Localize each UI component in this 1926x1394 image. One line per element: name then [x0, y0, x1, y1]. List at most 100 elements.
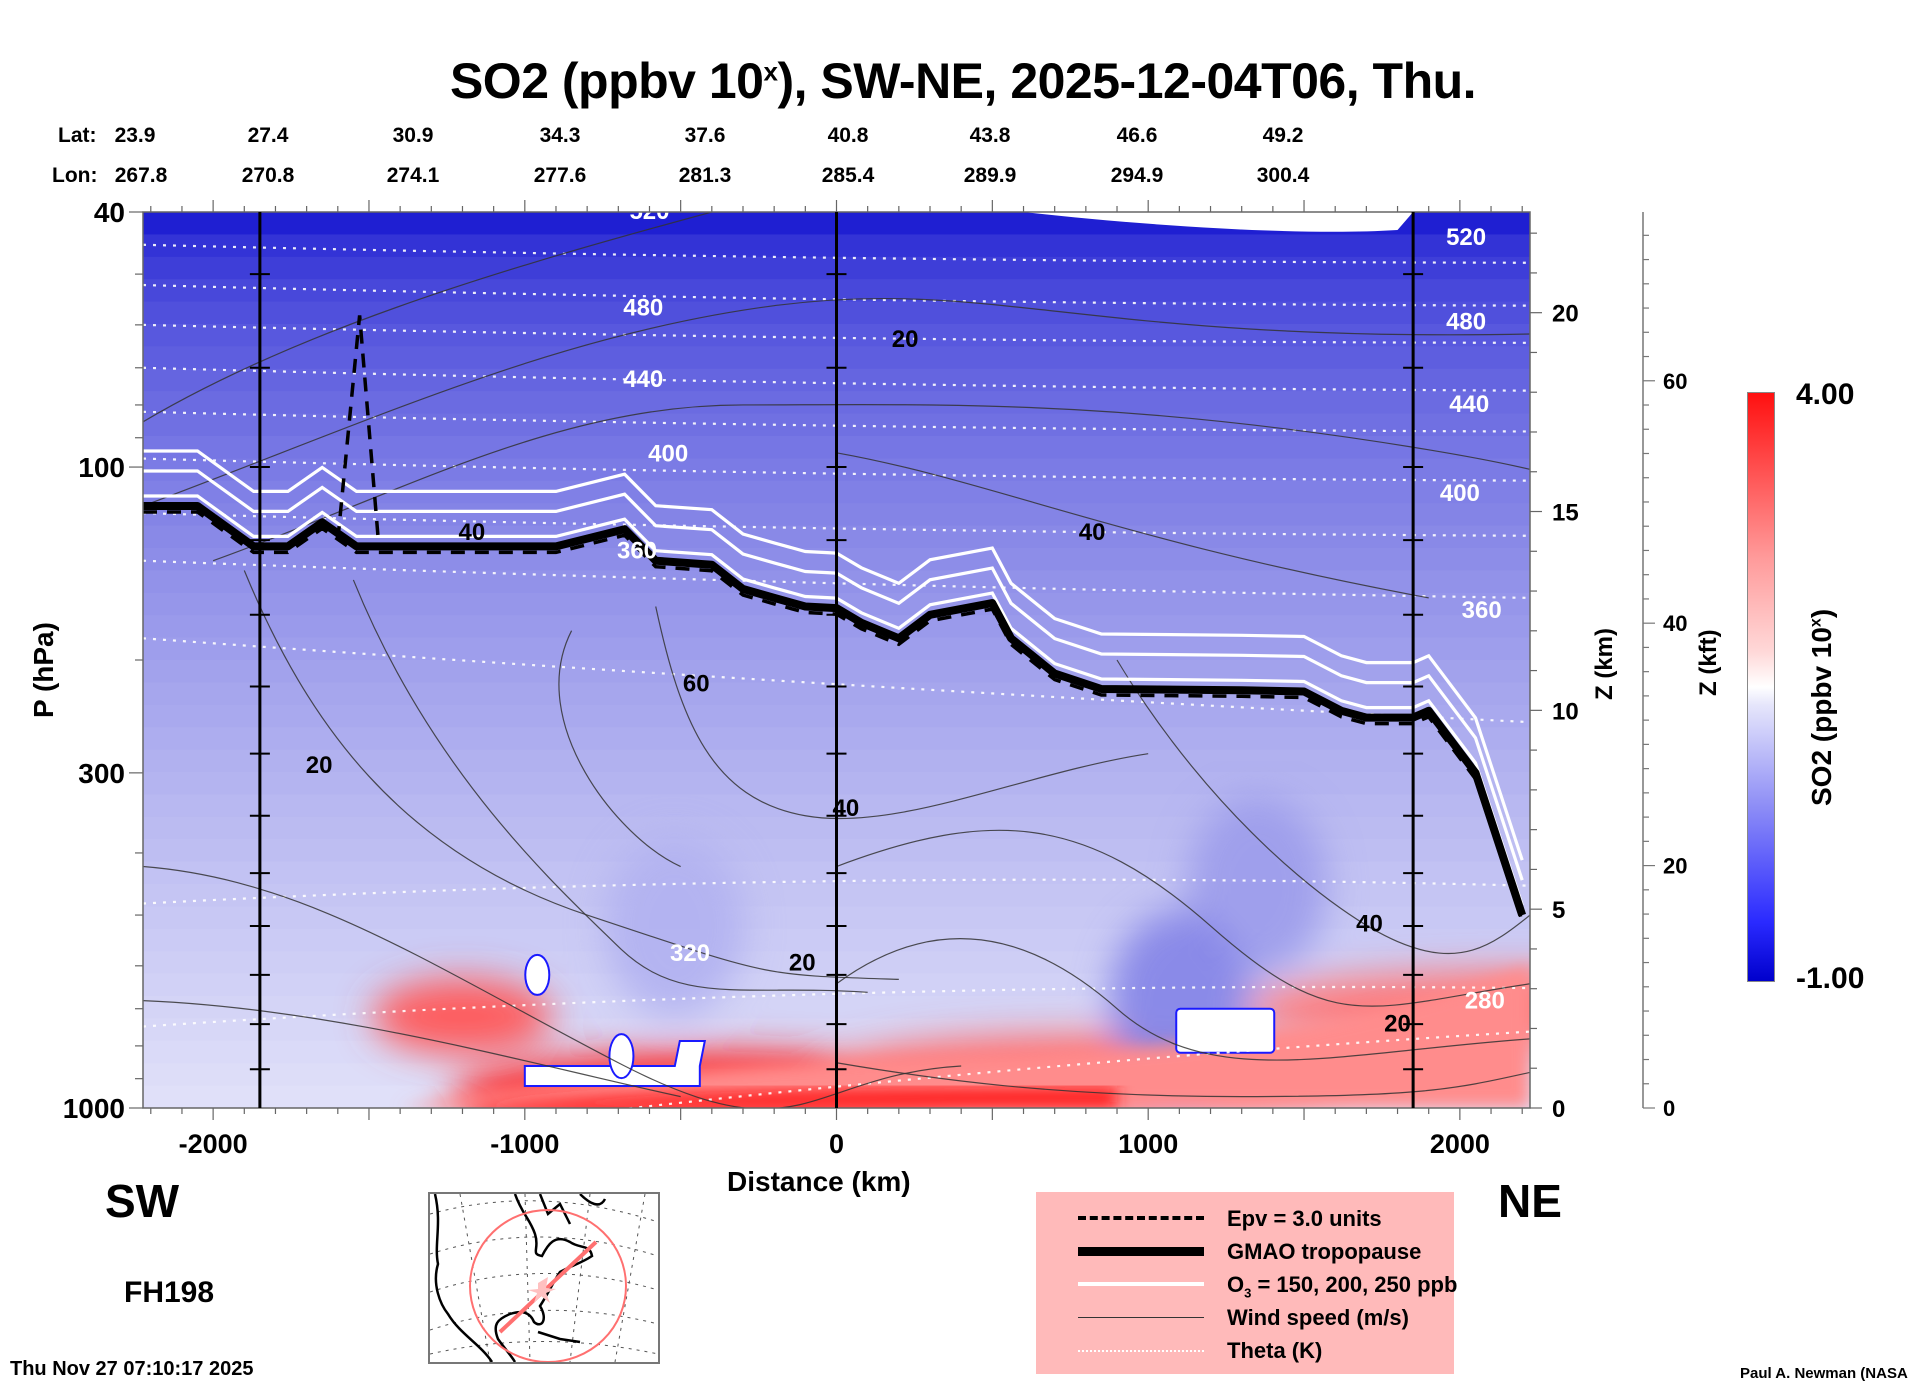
z-km-tick-label: 0	[1552, 1096, 1565, 1123]
wind-speed-contour	[212, 404, 1530, 562]
wind-speed-contour	[143, 1000, 681, 1098]
lat-value: 46.6	[1116, 124, 1158, 147]
colorbar-min-label: -1.00	[1796, 962, 1865, 995]
epv-contour	[143, 510, 1524, 922]
inset-map	[428, 1192, 660, 1364]
colorbar-max-label: 4.00	[1796, 378, 1855, 411]
theta-contour	[143, 410, 1530, 433]
theta-label: 320	[670, 940, 710, 967]
axes: -2000 -1000 0 1000 2000 40 100 300 1000 0 5 10 15 20 0…	[63, 197, 1688, 1159]
lat-value: 27.4	[247, 124, 289, 147]
timestamp: Thu Nov 27 07:10:17 2025	[10, 1358, 254, 1380]
lat-value: 40.8	[827, 124, 869, 147]
colorbar-title: SO2 (ppbv 10x)	[1806, 608, 1837, 806]
z-kft-tick-label: 0	[1663, 1096, 1675, 1121]
theta-contour	[143, 985, 1530, 1028]
sw-direction-label: SW	[105, 1175, 180, 1227]
lon-value: 300.4	[1256, 164, 1310, 187]
wind-speed-contour	[836, 938, 1530, 1061]
chart-title: SO2 (ppbv 10x), SW-NE, 2025-12-04T06, Th…	[449, 53, 1477, 109]
wind-speed-label: 40	[458, 519, 485, 546]
z-km-axis-title: Z (km)	[1591, 628, 1618, 700]
colorbar	[1747, 392, 1775, 982]
missing-data-region	[523, 1040, 707, 1088]
theta-label: 520	[1446, 224, 1486, 251]
theta-contour	[143, 243, 1530, 264]
coastline	[433, 1194, 607, 1362]
so2-blob	[372, 978, 553, 1055]
missing-data-region	[608, 1033, 635, 1080]
x-tick-label: 0	[829, 1129, 844, 1159]
wind-speed-label: 20	[892, 326, 919, 353]
x-tick-label: 2000	[1430, 1129, 1490, 1159]
theta-contour	[143, 637, 1530, 724]
legend: Epv = 3.0 units GMAO tropopause O3 = 150…	[1036, 1192, 1457, 1374]
z-kft-tick-label: 20	[1663, 854, 1687, 879]
y-axis-title: P (hPa)	[28, 622, 59, 718]
wind-speed-label: 40	[1079, 519, 1106, 546]
wind-speed-label: 60	[683, 671, 710, 698]
epv-contour	[336, 315, 381, 541]
theta-contour	[143, 457, 1530, 482]
lon-value: 270.8	[241, 164, 295, 187]
theta-label: 400	[648, 440, 688, 467]
lat-value: 30.9	[392, 124, 434, 147]
wind-speed-contour	[655, 606, 1149, 820]
lon-value: 267.8	[114, 164, 168, 187]
y-tick-label: 40	[94, 197, 125, 228]
legend-item-theta: Theta (K)	[1036, 1336, 1454, 1366]
ozone-contour	[143, 494, 1524, 906]
ozone-contour	[143, 469, 1524, 881]
legend-item-epv: Epv = 3.0 units	[1036, 1204, 1454, 1234]
lon-value: 294.9	[1110, 164, 1164, 187]
lon-value: 274.1	[386, 164, 440, 187]
lat-value: 37.6	[684, 124, 726, 147]
legend-item-tropopause: GMAO tropopause	[1036, 1237, 1454, 1267]
lat-value: 23.9	[114, 124, 156, 147]
dotted-line-icon	[1078, 1350, 1204, 1352]
wind-speed-contour	[836, 1062, 1530, 1098]
thick-line-icon	[1078, 1247, 1204, 1256]
x-tick-label: 1000	[1118, 1129, 1178, 1159]
so2-surface-core	[462, 1087, 1118, 1108]
forecast-hour: FH198	[124, 1276, 215, 1309]
theta-label: 520	[629, 198, 669, 225]
wind-speed-label: 20	[789, 949, 816, 976]
missing-data-region	[1175, 1007, 1276, 1054]
wind-speed-contour	[836, 452, 1429, 599]
z-km-tick-label: 10	[1552, 698, 1579, 725]
wind-speed-contour	[143, 865, 962, 1108]
missing-data-top	[1023, 212, 1414, 232]
legend-item-ozone: O3 = 150, 200, 250 ppb	[1036, 1270, 1457, 1300]
center-star-icon	[528, 1277, 556, 1303]
theta-contour	[143, 366, 1530, 392]
y-tick-label: 300	[78, 758, 125, 789]
so2-blob	[604, 835, 745, 1016]
wind-speed-label: 20	[306, 752, 333, 779]
theta-label: 440	[623, 366, 663, 393]
missing-data-region	[524, 953, 551, 996]
theta-contour	[143, 283, 1530, 307]
lon-value: 289.9	[963, 164, 1017, 187]
y-tick-label: 1000	[63, 1093, 125, 1124]
ne-direction-label: NE	[1498, 1175, 1562, 1227]
theta-label: 480	[1446, 308, 1486, 335]
lat-value: 43.8	[969, 124, 1011, 147]
theta-contour	[143, 512, 1530, 537]
tropopause-line	[143, 502, 1527, 917]
legend-item-wind: Wind speed (m/s)	[1036, 1303, 1454, 1333]
contour-overlays: 520 480 440 400 360 320 520 480 440 400 360 280 20 40…	[143, 198, 1530, 1108]
wind-speed-contour	[1116, 659, 1530, 955]
theta-label: 360	[617, 538, 657, 565]
theta-label: 360	[1462, 597, 1502, 624]
wind-speed-contour	[143, 212, 712, 423]
north-america-map	[430, 1194, 658, 1362]
wind-speed-contour	[352, 579, 868, 993]
wind-speed-contour	[143, 297, 1530, 507]
so2-field	[143, 212, 1530, 1108]
x-tick-label: -2000	[179, 1129, 248, 1159]
lat-value: 49.2	[1262, 124, 1304, 147]
lon-value: 277.6	[533, 164, 587, 187]
theta-label: 280	[1465, 988, 1505, 1015]
